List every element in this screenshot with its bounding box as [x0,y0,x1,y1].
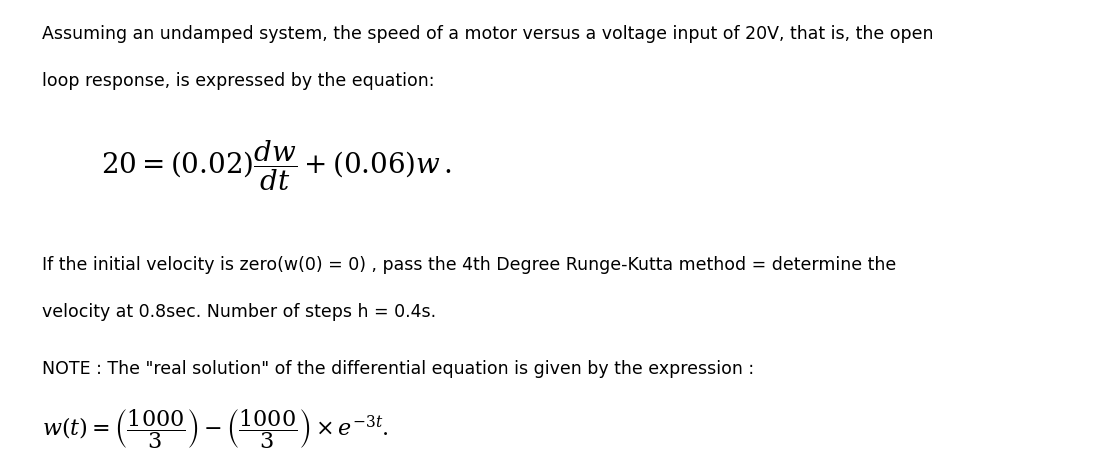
Text: $w(t) = \left(\dfrac{1000}{3}\right) - \left(\dfrac{1000}{3}\right) \times e^{-3: $w(t) = \left(\dfrac{1000}{3}\right) - \… [42,407,388,451]
Text: velocity at 0.8sec. Number of steps h = 0.4s.: velocity at 0.8sec. Number of steps h = … [42,303,435,321]
Text: NOTE : The "real solution" of the differential equation is given by the expressi: NOTE : The "real solution" of the differ… [42,360,754,378]
Text: If the initial velocity is zero(w(0) = 0) , pass the 4th Degree Runge-Kutta meth: If the initial velocity is zero(w(0) = 0… [42,256,896,274]
Text: $20 = (0.02)\dfrac{dw}{dt} + (0.06)w\,.$: $20 = (0.02)\dfrac{dw}{dt} + (0.06)w\,.$ [101,139,452,193]
Text: Assuming an undamped system, the speed of a motor versus a voltage input of 20V,: Assuming an undamped system, the speed o… [42,25,933,43]
Text: loop response, is expressed by the equation:: loop response, is expressed by the equat… [42,72,434,90]
